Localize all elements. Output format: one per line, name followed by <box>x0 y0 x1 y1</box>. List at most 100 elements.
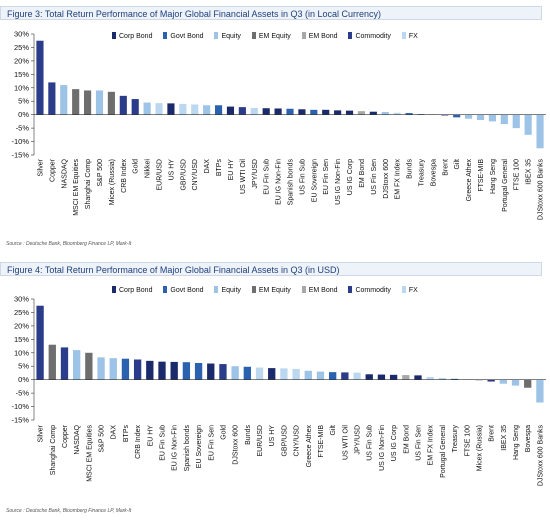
bar <box>381 111 389 115</box>
govt-bond-swatch-icon <box>163 32 168 39</box>
bar <box>167 103 175 115</box>
bar <box>48 344 56 380</box>
bar <box>36 305 44 380</box>
fx-swatch-icon <box>401 286 406 293</box>
bar <box>158 361 166 380</box>
bar <box>405 113 413 115</box>
bar <box>499 379 507 384</box>
y-tick-label: -15% <box>11 151 29 160</box>
bar <box>250 107 258 115</box>
equity-swatch-icon <box>214 286 219 293</box>
legend-label: Govt Bond <box>170 287 204 294</box>
figure-4-bar-chart: -15% -10% -5% 0% 5% 10% 15% 20% 25% 30% Silver Shan… <box>11 295 546 487</box>
bar <box>465 114 473 119</box>
legend-item-govt-bond: Govt Bond <box>163 286 204 294</box>
x-tick-label: Bovespa <box>525 425 532 452</box>
legend-item-fx: FX <box>401 286 418 294</box>
x-tick-label: EU HY <box>147 425 154 447</box>
em-bond-swatch-icon <box>301 32 306 39</box>
x-tick-label: CNY/USD <box>294 425 301 457</box>
commodity-swatch-icon <box>348 32 353 39</box>
bar <box>179 103 187 115</box>
legend-label: EM Bond <box>308 287 338 294</box>
bar <box>84 90 92 115</box>
legend-label: Commodity <box>355 287 391 294</box>
x-tick-label: DAX <box>111 425 118 440</box>
bar <box>511 379 520 386</box>
bar <box>402 375 410 380</box>
x-tick-label: Portugal General <box>440 425 447 478</box>
x-tick-label: DJStoxx 600 Banks <box>537 425 544 487</box>
x-tick-label: Greece Athex <box>466 159 473 202</box>
bar <box>334 110 342 115</box>
bar <box>170 361 178 380</box>
bar <box>524 114 532 135</box>
x-tick-label: EM Bond <box>359 159 366 188</box>
y-tick-label: -5% <box>16 389 30 398</box>
bar <box>475 379 483 381</box>
legend-item-commodity: Commodity <box>348 32 391 40</box>
figure-3-source: Source : Deutsche Bank, Bloomberg Financ… <box>6 241 132 247</box>
x-tick-label: Silver <box>38 424 45 442</box>
x-tick-label: Treasury <box>418 159 425 187</box>
legend-item-equity: Equity <box>214 32 241 40</box>
legend-item-em-bond: EM Bond <box>301 32 338 40</box>
bar <box>304 370 312 380</box>
legend-item-em-equity: EM Equity <box>251 286 291 294</box>
y-tick-label: 25% <box>14 308 29 317</box>
legend-label: EM Equity <box>258 33 291 40</box>
bar <box>36 40 44 115</box>
x-tick-label: Hang Seng <box>513 425 520 460</box>
figure-4-source: Source : Deutsche Bank, Bloomberg Financ… <box>6 508 132 514</box>
x-tick-label: GBP/USD <box>180 159 187 191</box>
x-tick-label: Gilt <box>330 425 337 436</box>
x-tick-label: Gold <box>133 159 140 174</box>
x-tick-label: US Fin Sub <box>367 425 374 461</box>
x-tick-label: US HY <box>269 425 276 447</box>
legend-label: EM Bond <box>308 33 338 40</box>
x-tick-label: Hang Seng <box>490 159 497 194</box>
bar <box>441 114 449 116</box>
bar <box>255 367 264 380</box>
bar <box>426 376 434 380</box>
x-tick-label: DJStoxx 600 Banks <box>538 159 545 221</box>
bar <box>286 108 294 115</box>
x-tick-label: EU Sovereign <box>311 159 318 202</box>
bar <box>191 104 199 115</box>
x-tick-label: NASDAQ <box>74 424 81 454</box>
x-tick-label: Brent <box>442 159 449 176</box>
x-tick-label: S&P 500 <box>97 159 104 187</box>
bar <box>207 363 215 380</box>
legend-item-corp-bond: Corp Bond <box>112 286 152 294</box>
x-tick-label: US IG Non-Fin <box>335 159 342 205</box>
legend-item-em-equity: EM Equity <box>251 32 291 40</box>
y-tick-label: 10% <box>14 83 29 92</box>
em-bond-swatch-icon <box>301 286 306 293</box>
y-tick-label: 5% <box>18 362 29 371</box>
x-tick-label: CRB Index <box>121 159 128 193</box>
bar <box>155 103 163 115</box>
legend-label: Corp Bond <box>119 287 153 294</box>
x-tick-label: Shanghai Comp <box>85 159 92 209</box>
bar <box>512 114 520 129</box>
x-tick-label: Bovespa <box>430 159 437 186</box>
x-tick-label: FTSE-MIB <box>478 159 485 192</box>
legend-label: FX <box>408 33 418 40</box>
bar <box>292 368 300 380</box>
bar <box>524 379 532 388</box>
x-tick-label: BTPs <box>123 425 130 443</box>
y-tick-label: -5% <box>16 124 30 133</box>
bar <box>322 109 330 115</box>
x-tick-label: EU HY <box>228 159 235 181</box>
x-tick-label: Greece Athex <box>306 425 313 468</box>
y-tick-label: 0% <box>18 110 29 119</box>
x-tick-label: Bunds <box>245 425 252 445</box>
x-tick-label: Micex (Russia) <box>109 159 116 205</box>
figure-4-legend: Corp Bond Govt Bond Equity EM Equity EM … <box>112 286 427 298</box>
bar <box>487 379 495 382</box>
bar <box>243 366 251 380</box>
bar <box>214 105 223 115</box>
bar <box>393 112 401 115</box>
x-tick-label: JPY/USD <box>355 425 362 455</box>
legend-label: FX <box>408 287 418 294</box>
